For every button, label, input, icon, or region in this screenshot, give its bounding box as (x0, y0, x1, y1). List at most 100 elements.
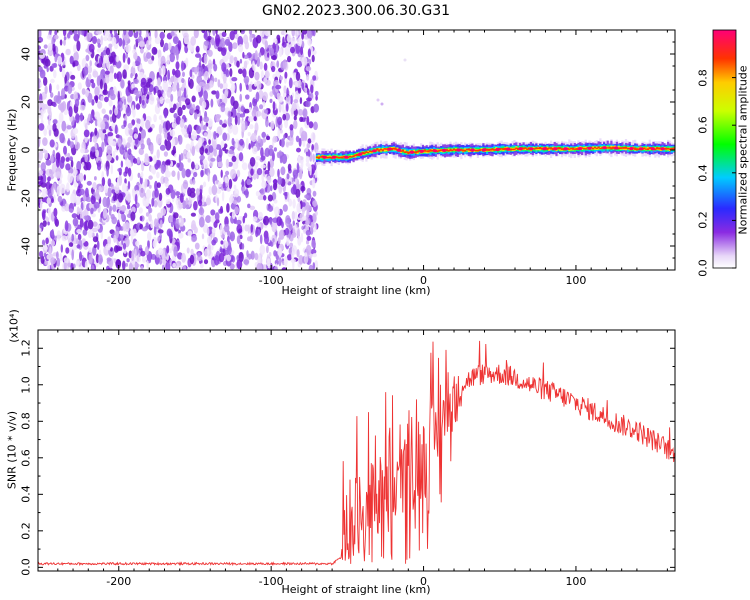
signal-cell (352, 153, 355, 157)
noise-blob (131, 188, 135, 198)
noise-blob (159, 96, 164, 105)
signal-cell (403, 151, 406, 153)
noise-blob (99, 79, 103, 90)
signal-cell (648, 147, 651, 150)
noise-blob (229, 68, 233, 77)
signal-cell (365, 151, 368, 153)
noise-blob (55, 95, 62, 105)
y-axis-label: SNR (10 * v/v) (5, 410, 19, 490)
noise-blob (248, 30, 253, 35)
noise-blob (49, 83, 52, 94)
noise-blob (266, 175, 272, 184)
noise-blob (222, 73, 227, 84)
noise-blob (54, 30, 58, 36)
noise-blob (271, 55, 277, 60)
signal-cell (476, 149, 479, 152)
noise-blob (255, 161, 259, 168)
noise-blob (225, 158, 230, 169)
noise-blob (170, 221, 174, 228)
noise-blob (78, 172, 84, 182)
signal-cell (487, 148, 490, 151)
noise-blob (239, 82, 242, 92)
noise-blob (228, 178, 233, 189)
y-tick-label: 0 (19, 146, 33, 154)
noise-blob (218, 252, 225, 263)
noise-blob (229, 30, 235, 41)
noise-blob (246, 178, 252, 186)
noise-blob (112, 204, 117, 212)
noise-blob (304, 194, 309, 199)
noise-blob (125, 262, 128, 267)
noise-blob (220, 140, 225, 149)
noise-blob (200, 120, 204, 131)
noise-blob (283, 255, 288, 267)
signal-cell (517, 148, 520, 150)
signal-cell (425, 150, 428, 152)
noise-blob (220, 205, 223, 214)
noise-blob (215, 218, 220, 224)
noise-blob (107, 187, 112, 198)
noise-blob (100, 121, 106, 130)
noise-blob (164, 176, 168, 184)
noise-blob (245, 138, 249, 149)
noise-blob (237, 116, 241, 126)
noise-blob (70, 74, 76, 80)
signal-cell (524, 147, 527, 149)
noise-blob (90, 207, 94, 214)
noise-blob (140, 47, 144, 54)
noise-blob (306, 239, 310, 245)
noise-blob (38, 66, 43, 73)
noise-blob (125, 106, 132, 117)
noise-blob (85, 187, 89, 198)
noise-blob (168, 42, 172, 51)
noise-blob (39, 244, 45, 249)
noise-blob (85, 91, 89, 98)
noise-blob (214, 212, 220, 221)
noise-blob (181, 104, 186, 110)
signal-cell (646, 148, 650, 150)
signal-cell (429, 149, 432, 152)
noise-blob (248, 67, 255, 79)
noise-blob (255, 228, 259, 238)
noise-blob (290, 94, 293, 105)
noise-blob (185, 197, 189, 207)
noise-blob (232, 200, 238, 205)
signal-cell (571, 147, 575, 150)
noise-blob (226, 51, 231, 60)
noise-blob (141, 227, 148, 232)
noise-blob (183, 149, 187, 155)
signal-peak (577, 147, 583, 151)
signal-cell (350, 156, 353, 158)
noise-blob (76, 160, 82, 172)
noise-blob (131, 206, 136, 213)
noise-blob (286, 87, 289, 98)
noise-blob (300, 46, 304, 56)
noise-blob (293, 115, 297, 121)
noise-blob (276, 60, 280, 68)
noise-blob (82, 229, 88, 236)
noise-blob (219, 119, 223, 126)
signal-cell (330, 156, 333, 159)
x-tick-label: -100 (258, 575, 284, 588)
noise-blob (242, 51, 245, 59)
noise-blob (191, 130, 198, 141)
noise-blob (301, 32, 304, 40)
noise-blob (88, 203, 95, 210)
noise-blob (118, 246, 123, 251)
noise-blob (207, 118, 213, 127)
y-tick-label: 0.2 (19, 522, 33, 540)
noise-blob (164, 132, 168, 139)
signal-cell (624, 146, 628, 149)
noise-blob (307, 138, 312, 144)
noise-blob (138, 72, 144, 77)
noise-blob (118, 175, 123, 186)
noise-blob (77, 82, 82, 90)
noise-blob (263, 62, 268, 71)
noise-blob (263, 215, 270, 226)
noise-blob (211, 244, 214, 251)
noise-blob (83, 66, 89, 76)
noise-blob (175, 61, 180, 70)
noise-blob (129, 129, 134, 137)
noise-blob (148, 184, 152, 189)
